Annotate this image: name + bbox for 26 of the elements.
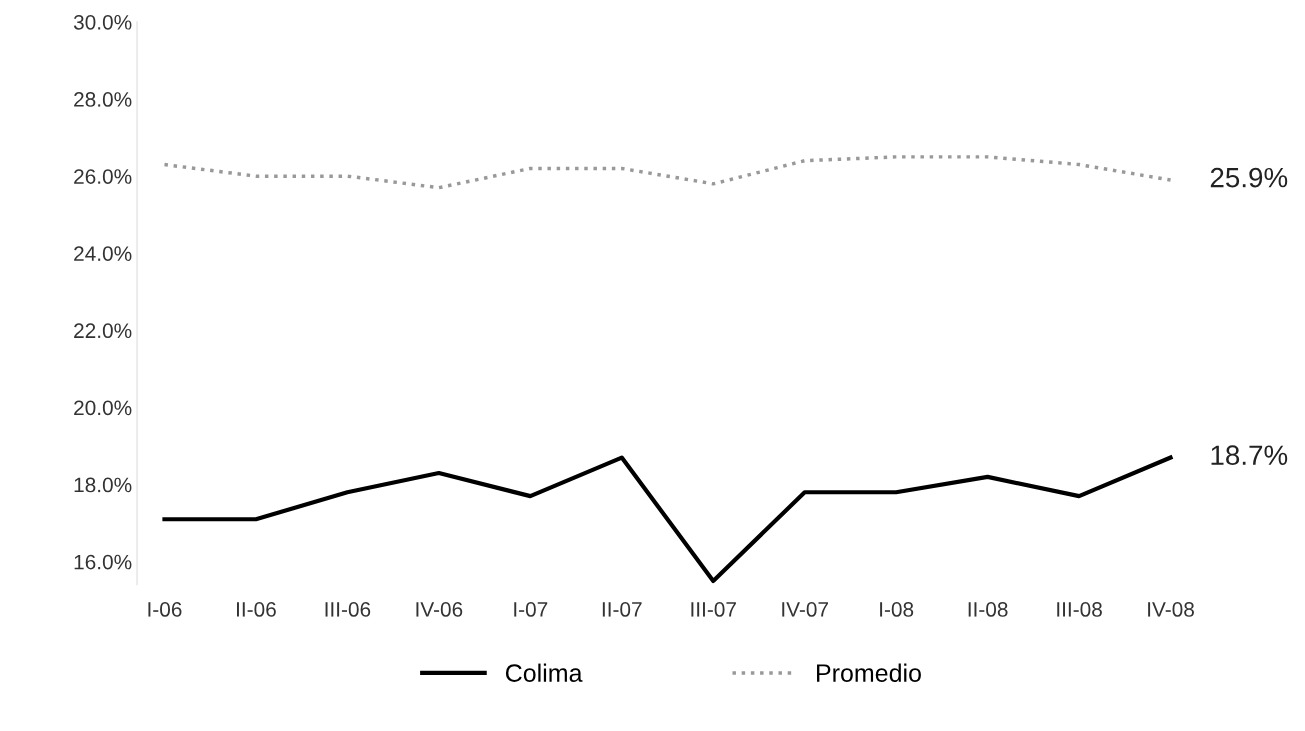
- y-tick-label: 18.0%: [74, 477, 132, 493]
- line-series: [162, 455, 1173, 584]
- line-series: [162, 155, 1173, 190]
- annotation: 25.9%: [1210, 167, 1288, 188]
- x-tick-label: III-08: [1057, 602, 1102, 617]
- y-tick-label: 26.0%: [74, 169, 132, 184]
- annotation: 18.7%: [1211, 445, 1288, 466]
- x-tick-label: II-07: [602, 602, 642, 617]
- y-tick-label: 30.0%: [73, 14, 132, 30]
- x-tick-label: I-07: [514, 602, 548, 617]
- legend-label: Promedio: [817, 663, 921, 682]
- x-tick-label: III-07: [691, 602, 736, 617]
- legend-label: Colima: [505, 663, 583, 682]
- x-tick-label: III-06: [325, 602, 371, 617]
- x-tick-label: II-08: [968, 602, 1008, 617]
- y-tick-label: 24.0%: [74, 246, 132, 261]
- y-tick-label: 28.0%: [74, 92, 132, 107]
- y-tick-label: 20.0%: [74, 400, 132, 416]
- x-tick-label: I-06: [148, 602, 182, 617]
- x-tick-label: II-06: [237, 602, 276, 617]
- x-tick-label: IV-08: [1148, 602, 1194, 617]
- x-tick-label: IV-07: [782, 602, 828, 617]
- y-tick-label: 22.0%: [74, 323, 132, 339]
- x-tick-label: I-08: [880, 602, 914, 617]
- x-tick-label: IV-06: [416, 602, 463, 617]
- y-tick-label: 16.0%: [74, 554, 132, 570]
